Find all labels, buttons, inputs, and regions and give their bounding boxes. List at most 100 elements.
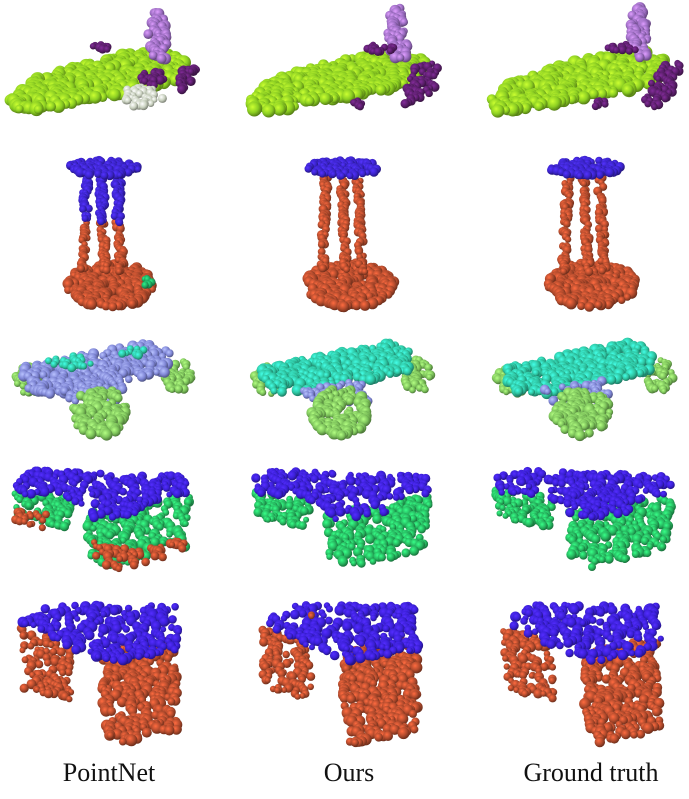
airplane-point — [33, 104, 44, 115]
airplane-point — [155, 75, 165, 85]
table-point — [86, 298, 98, 310]
table-point — [580, 180, 588, 187]
airplane-point — [661, 94, 670, 103]
cell-airplane-ground-truth — [486, 2, 684, 118]
airplane-point — [138, 100, 149, 111]
car-point — [45, 389, 55, 399]
airplane-point — [635, 52, 645, 63]
car-point — [118, 349, 127, 358]
airplane-point — [135, 89, 144, 98]
table-point — [369, 167, 379, 177]
airplane-point — [46, 101, 56, 112]
airplane-point — [596, 88, 608, 100]
car-point — [345, 397, 354, 406]
table-point — [330, 171, 337, 178]
airplane-point — [89, 42, 97, 50]
table-point — [115, 218, 124, 227]
table-point — [565, 297, 577, 310]
table-point — [358, 169, 367, 178]
airplane-point — [304, 96, 315, 107]
car-point — [174, 384, 184, 394]
airplane-point — [273, 103, 286, 116]
table-point — [338, 172, 346, 180]
table-point — [338, 301, 350, 313]
airplane-point — [534, 101, 544, 112]
airplane-point — [148, 51, 158, 60]
car-point — [134, 351, 143, 360]
table-point — [328, 269, 339, 280]
airplane-point — [631, 46, 639, 54]
airplane-point — [651, 103, 658, 111]
table-point — [317, 240, 326, 249]
car-point — [87, 360, 94, 367]
table-point — [343, 266, 350, 273]
car-point — [85, 428, 97, 440]
table-point — [81, 215, 89, 222]
table-point — [108, 302, 118, 312]
car-point — [169, 386, 176, 393]
table-point — [617, 296, 626, 305]
cell-car-pointnet — [11, 339, 196, 441]
airplane-point — [588, 88, 599, 100]
car-point — [50, 360, 58, 368]
car-point — [270, 387, 278, 395]
car-point — [393, 367, 402, 376]
car-point — [651, 385, 659, 393]
airplane-point — [491, 104, 505, 118]
table-point — [584, 267, 594, 277]
segmentation-figure — [4, 2, 684, 748]
airplane-point — [157, 93, 167, 103]
car-point — [259, 389, 267, 396]
airplane-point — [617, 45, 627, 55]
table-point — [361, 268, 369, 276]
car-point — [165, 349, 174, 358]
table-point — [110, 212, 119, 220]
cell-car-ground-truth — [491, 337, 678, 442]
airplane-point — [425, 90, 433, 98]
table-point — [576, 172, 584, 180]
airplane-point — [129, 101, 139, 111]
table-point — [560, 268, 568, 275]
airplane-point — [247, 101, 262, 117]
table-point — [134, 166, 142, 173]
table-point — [583, 170, 593, 180]
car-point — [125, 375, 133, 384]
car-point — [136, 371, 148, 382]
table-point — [84, 204, 93, 213]
car-point — [386, 370, 394, 378]
airplane-point — [103, 45, 111, 53]
car-point — [67, 363, 77, 373]
airplane-point — [577, 91, 591, 105]
table-point — [124, 168, 133, 177]
table-point — [115, 268, 123, 275]
airplane-point — [14, 104, 24, 114]
table-point — [311, 168, 319, 176]
airplane-point — [505, 102, 520, 117]
table-point — [577, 301, 586, 311]
airplane-point — [612, 46, 620, 54]
table-point — [97, 217, 105, 226]
cell-table-ours — [302, 156, 400, 313]
car-point — [409, 386, 416, 394]
table-point — [102, 266, 111, 275]
car-point — [277, 386, 287, 397]
airplane-point — [108, 88, 121, 102]
airplane-point — [140, 77, 149, 85]
table-point — [318, 170, 326, 178]
airplane-point — [608, 88, 619, 98]
car-point — [503, 388, 510, 396]
car-point — [421, 385, 429, 394]
airplane-point — [373, 47, 383, 56]
table-point — [141, 281, 149, 289]
table-point — [94, 169, 103, 178]
table-point — [595, 170, 604, 179]
airplane-point — [625, 47, 633, 55]
airplane-point — [147, 100, 155, 107]
table-point — [562, 170, 571, 179]
car-point — [337, 431, 347, 441]
table-point — [100, 171, 109, 180]
airplane-point — [187, 79, 195, 86]
car-point — [100, 428, 113, 441]
airplane-point — [396, 53, 405, 62]
airplane-point — [622, 84, 634, 96]
